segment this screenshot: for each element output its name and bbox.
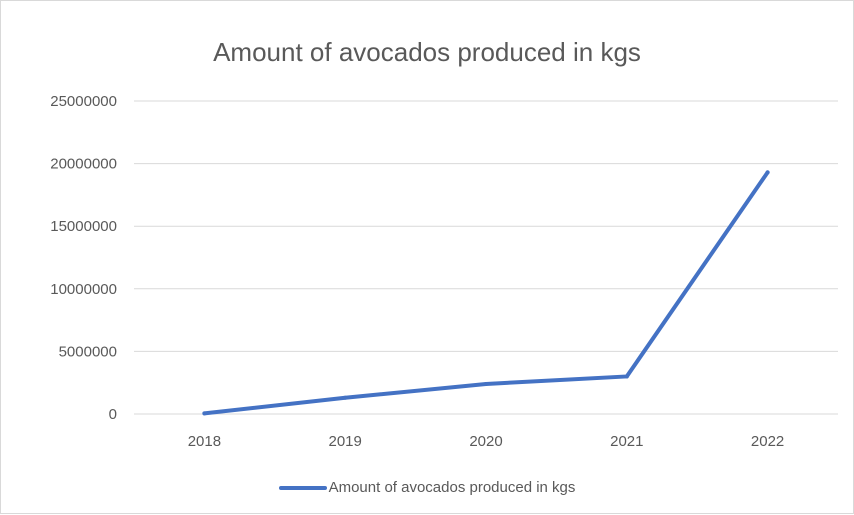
x-tick-label: 2019 xyxy=(329,433,362,450)
data-point xyxy=(484,381,488,386)
series-layer xyxy=(202,170,770,416)
y-tick-label: 15000000 xyxy=(50,218,117,235)
series-line xyxy=(202,170,770,416)
y-tick-label: 25000000 xyxy=(50,93,117,110)
data-point xyxy=(624,374,629,379)
y-axis-tick-labels: 0 5000000 10000000 15000000 20000000 25000000 xyxy=(50,93,117,423)
data-point xyxy=(765,170,770,175)
legend-label: Amount of avocados produced in kgs xyxy=(328,479,576,496)
x-tick-label: 2021 xyxy=(610,433,643,450)
y-tick-label: 10000000 xyxy=(50,281,117,298)
chart-title: Amount of avocados produced in kgs xyxy=(213,37,641,67)
x-tick-label: 2020 xyxy=(469,433,502,450)
x-axis-tick-labels: 2018 2019 2020 2021 2022 xyxy=(188,433,785,450)
y-tick-label: 5000000 xyxy=(59,343,117,360)
legend-swatch-line xyxy=(278,485,327,490)
legend: Amount of avocados produced in kgs xyxy=(1,479,853,496)
x-tick-label: 2018 xyxy=(188,433,221,450)
y-tick-label: 0 xyxy=(109,406,117,423)
data-point xyxy=(343,395,348,400)
x-tick-label: 2022 xyxy=(751,433,784,450)
gridlines xyxy=(134,100,838,415)
y-tick-label: 20000000 xyxy=(50,156,117,173)
data-point xyxy=(202,411,207,416)
